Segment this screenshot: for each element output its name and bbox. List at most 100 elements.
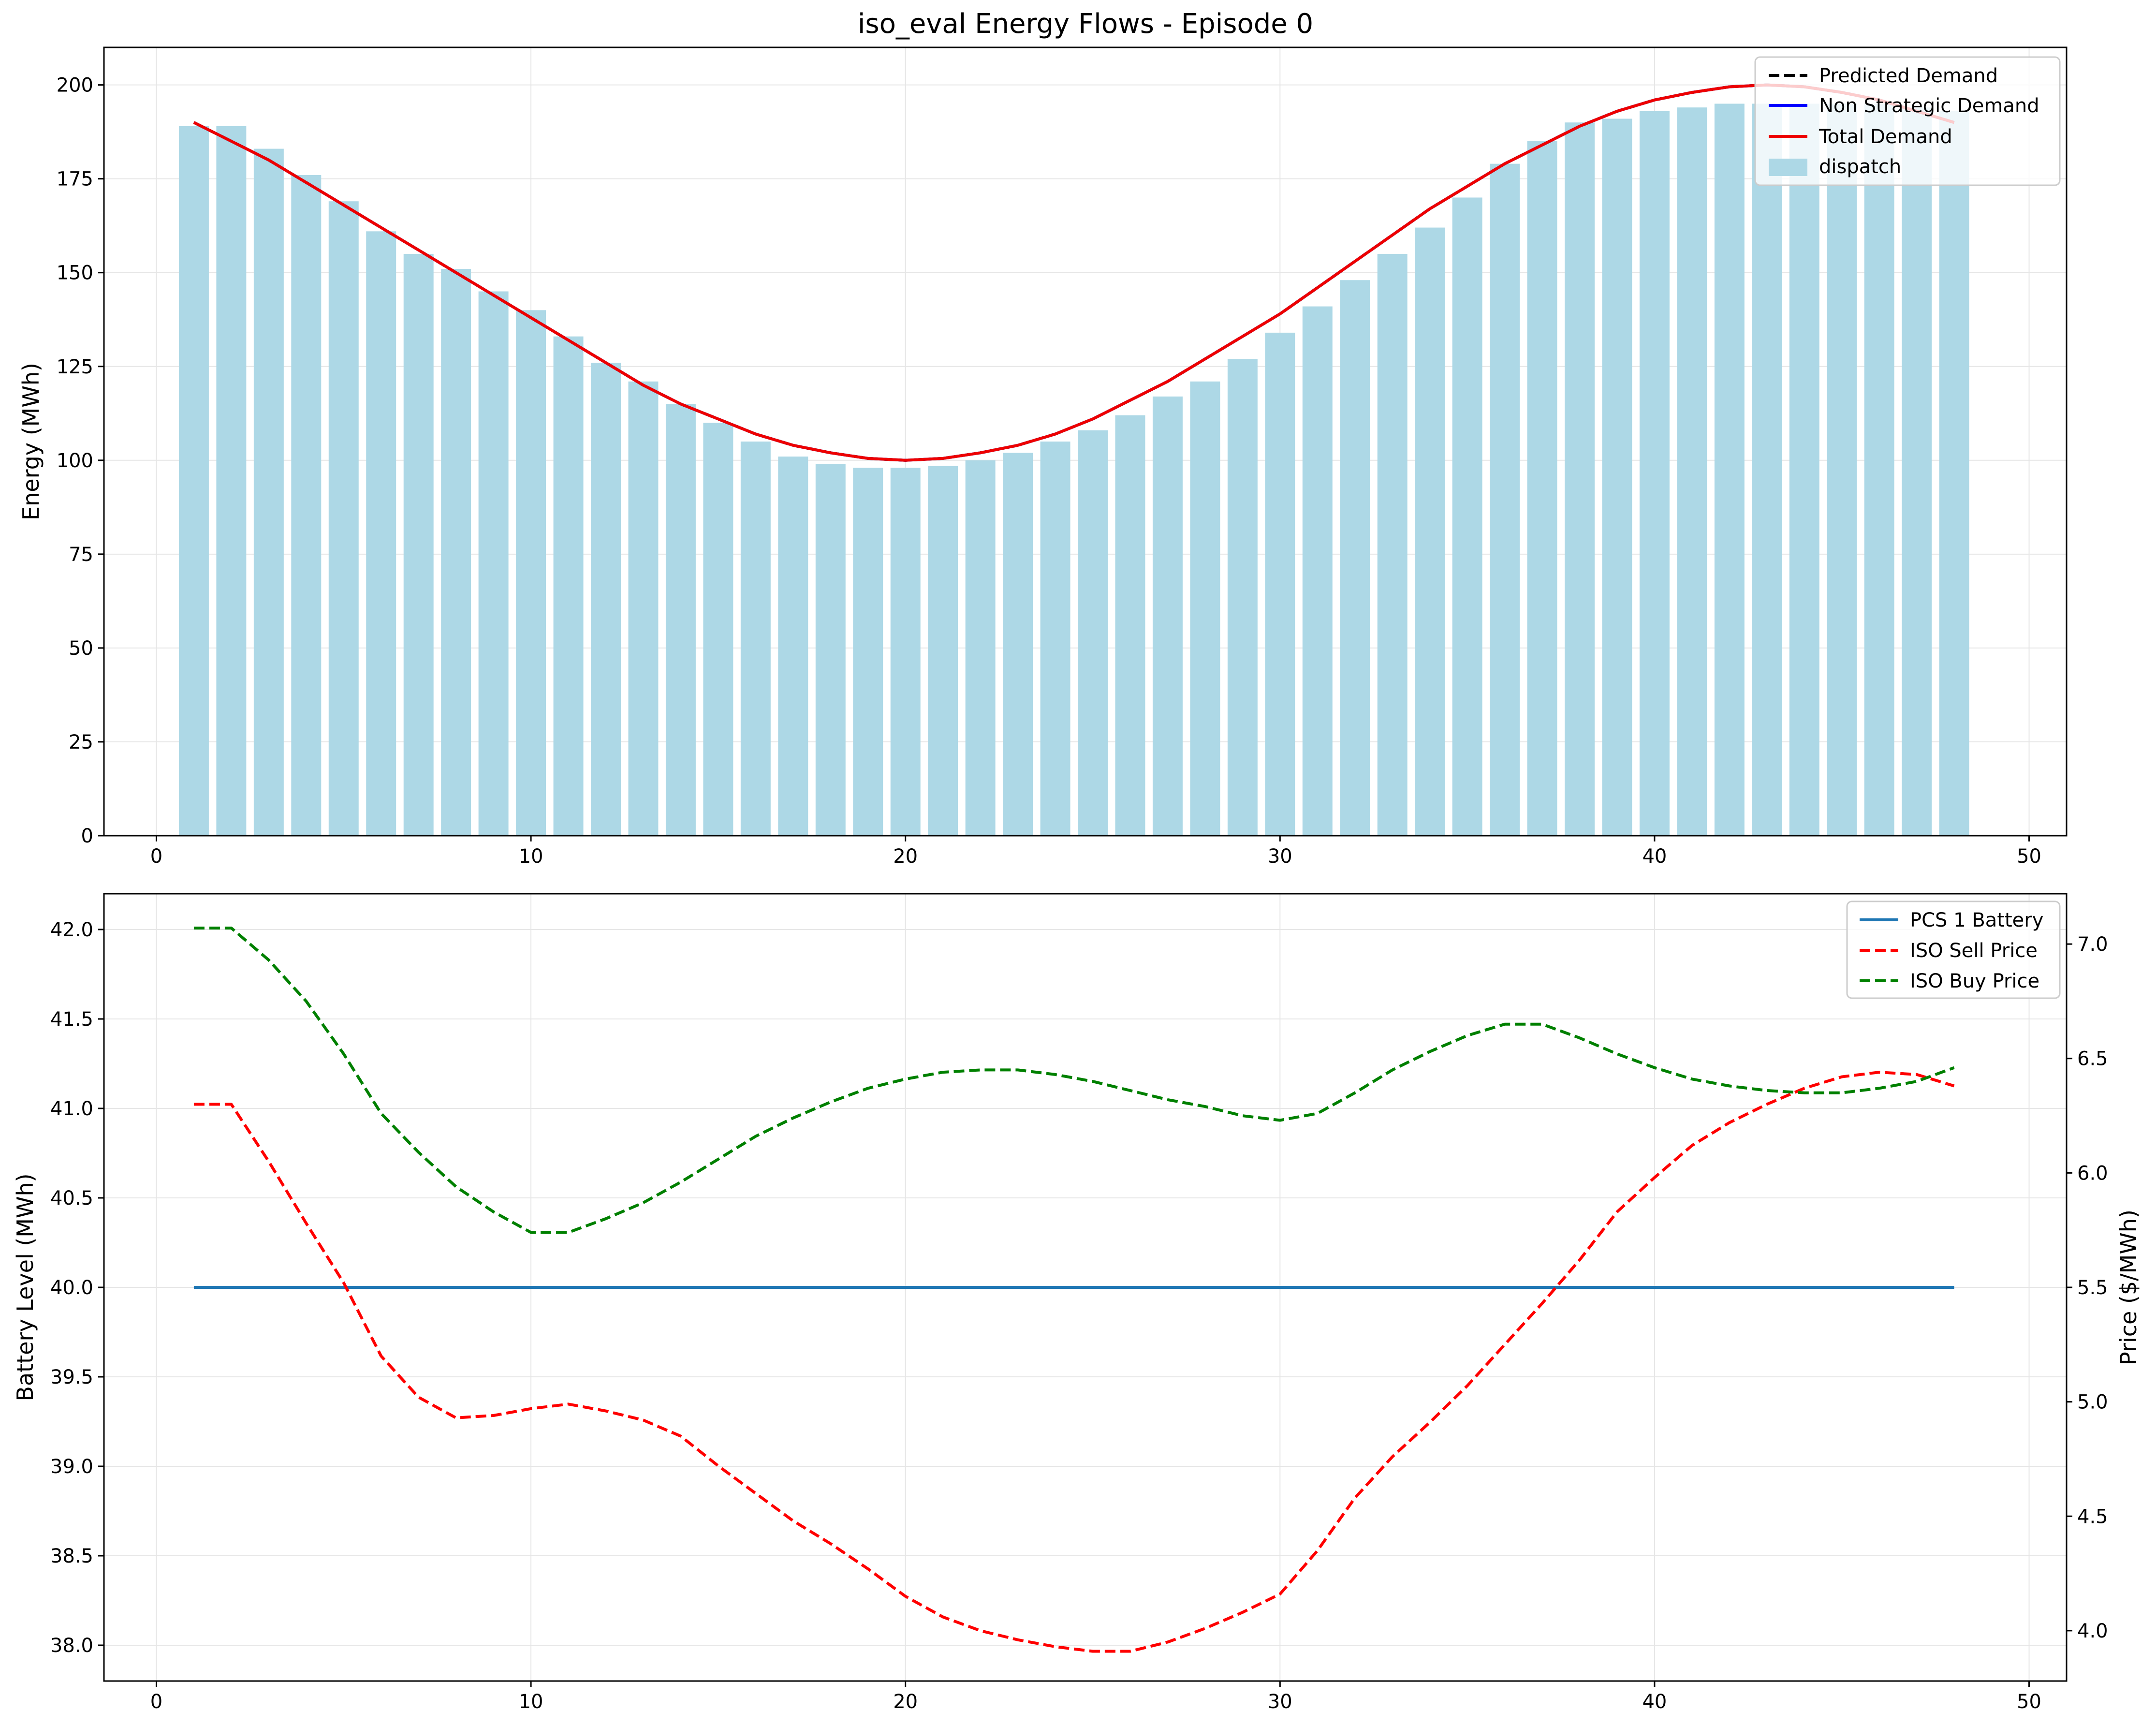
y-tick-label: 0 [81, 825, 93, 847]
dispatch-bar [591, 363, 621, 836]
y-tick-label: 50 [69, 637, 93, 660]
dispatch-bar [1602, 118, 1632, 836]
dispatch-bar [1415, 227, 1445, 836]
y-tick-label: 75 [69, 544, 93, 566]
dispatch-bar [1864, 103, 1894, 836]
panel-2-left-y-ticks: 38.0 38.5 39.0 39.5 40.0 40.5 41.0 41.5 42.0 [50, 919, 104, 1657]
dispatch-bar [1714, 103, 1745, 836]
panel-1-frame [103, 46, 2068, 837]
panel-2-legend: PCS 1 Battery ISO Sell Price ISO Buy Pri… [1846, 900, 2061, 999]
dispatch-bar [403, 253, 434, 836]
y-tick-label: 39.0 [50, 1456, 93, 1478]
legend-total-demand-label: Total Demand [1819, 126, 1952, 148]
y-tick-label: 38.0 [50, 1635, 93, 1657]
legend-dispatch-swatch [1769, 159, 1807, 176]
dispatch-bar [516, 310, 546, 836]
dispatch-bar [216, 126, 247, 836]
y-tick-label: 100 [57, 450, 93, 472]
y-tick-label: 42.0 [50, 919, 93, 941]
dispatch-bar [1377, 253, 1408, 836]
dispatch-bar [628, 381, 659, 836]
dispatch-bar [1152, 396, 1183, 836]
dispatch-bar [928, 466, 958, 836]
y-tick-label: 41.5 [50, 1008, 93, 1031]
dispatch-bar [1340, 280, 1370, 836]
x-tick-label: 0 [150, 1691, 162, 1713]
panel-1-title: iso_eval Energy Flows - Episode 0 [858, 8, 1313, 40]
dispatch-bar [1902, 107, 1932, 836]
dispatch-bar [1190, 381, 1220, 836]
dispatch-bar [366, 231, 396, 836]
y-tick-label: 40.0 [50, 1277, 93, 1299]
dispatch-bar [890, 468, 921, 836]
dispatch-bar [478, 291, 509, 836]
legend-non-strategic-demand-label: Non Strategic Demand [1819, 95, 2039, 117]
y-tick-label: 38.5 [50, 1545, 93, 1567]
dispatch-bar [1078, 430, 1108, 836]
legend-pcs-battery-label: PCS 1 Battery [1910, 909, 2043, 931]
dispatch-bar [1490, 163, 1520, 836]
x-tick-label: 20 [893, 1691, 918, 1713]
panel-2-legend-box [1846, 900, 2061, 999]
y2-tick-label: 7.0 [2077, 933, 2108, 956]
dispatch-bar [1677, 107, 1707, 836]
dispatch-bar [1040, 442, 1071, 836]
dispatch-bar [1302, 306, 1333, 836]
panel-1-lines [193, 83, 1955, 462]
dispatch-bar [778, 457, 808, 836]
y-tick-label: 41.0 [50, 1098, 93, 1120]
panel-2-right-y-ticks: 4.0 4.5 5.0 5.5 6.0 6.5 7.0 [2067, 933, 2108, 1642]
y-tick-label: 25 [69, 731, 93, 753]
dispatch-bar [1227, 359, 1258, 836]
dispatch-bar [178, 126, 209, 836]
y-tick-label: 150 [57, 262, 93, 284]
legend-predicted-demand-label: Predicted Demand [1819, 65, 1998, 87]
y2-tick-label: 5.0 [2077, 1391, 2108, 1414]
dispatch-bar [815, 464, 846, 836]
y-tick-label: 125 [57, 356, 93, 378]
iso-sell-price-line [193, 1071, 1955, 1653]
y-tick-label: 175 [57, 168, 93, 191]
battery-price-panel: 0 10 20 30 40 50 38.0 38.5 39.0 39.5 40.0 40.5 41.0… [12, 893, 2141, 1713]
dispatch-bar [1939, 111, 1969, 836]
y2-tick-label: 4.5 [2077, 1505, 2108, 1528]
panel-1-x-ticks: 0 10 20 30 40 50 [150, 836, 2041, 868]
x-tick-label: 40 [1642, 845, 1667, 868]
legend-iso-sell-price-label: ISO Sell Price [1910, 940, 2038, 962]
panel-2-x-ticks: 0 10 20 30 40 50 [150, 1681, 2041, 1713]
dispatch-bar [1003, 453, 1033, 836]
dispatch-bar [740, 442, 771, 836]
dispatch-bar [1639, 111, 1670, 836]
panel-2-y-axis-label: Battery Level (MWh) [12, 1173, 38, 1401]
y-tick-label: 40.5 [50, 1187, 93, 1210]
panel-1-y-axis-label: Energy (MWh) [18, 363, 44, 520]
dispatch-bar [253, 148, 284, 836]
dispatch-bar [1265, 332, 1295, 836]
x-tick-label: 10 [519, 1691, 543, 1713]
dispatch-bar [853, 468, 883, 836]
panel-1-legend: Predicted Demand Non Strategic Demand To… [1754, 56, 2061, 186]
total-demand-line [193, 83, 1955, 462]
dispatch-bar [703, 423, 733, 836]
legend-dispatch-label: dispatch [1819, 156, 1901, 178]
dispatch-bar [665, 404, 696, 836]
dispatch-bar [553, 336, 584, 836]
panel-1-legend-box [1754, 56, 2061, 186]
dispatch-bar [1827, 103, 1857, 836]
x-tick-label: 10 [519, 845, 543, 868]
panel-2-right-y-axis-label: Price ($/MWh) [2115, 1210, 2141, 1365]
dispatch-bar [328, 201, 359, 836]
x-tick-label: 0 [150, 845, 162, 868]
y-tick-label: 39.5 [50, 1366, 93, 1388]
dispatch-bar [965, 460, 996, 836]
y-tick-label: 200 [57, 74, 93, 97]
x-tick-label: 50 [2017, 845, 2041, 868]
dispatch-bars [178, 103, 1969, 836]
y2-tick-label: 4.0 [2077, 1620, 2108, 1642]
dispatch-bar [1452, 197, 1482, 836]
x-tick-label: 20 [893, 845, 918, 868]
x-tick-label: 30 [1268, 1691, 1292, 1713]
dispatch-bar [1752, 103, 1782, 836]
y2-tick-label: 5.5 [2077, 1277, 2108, 1299]
